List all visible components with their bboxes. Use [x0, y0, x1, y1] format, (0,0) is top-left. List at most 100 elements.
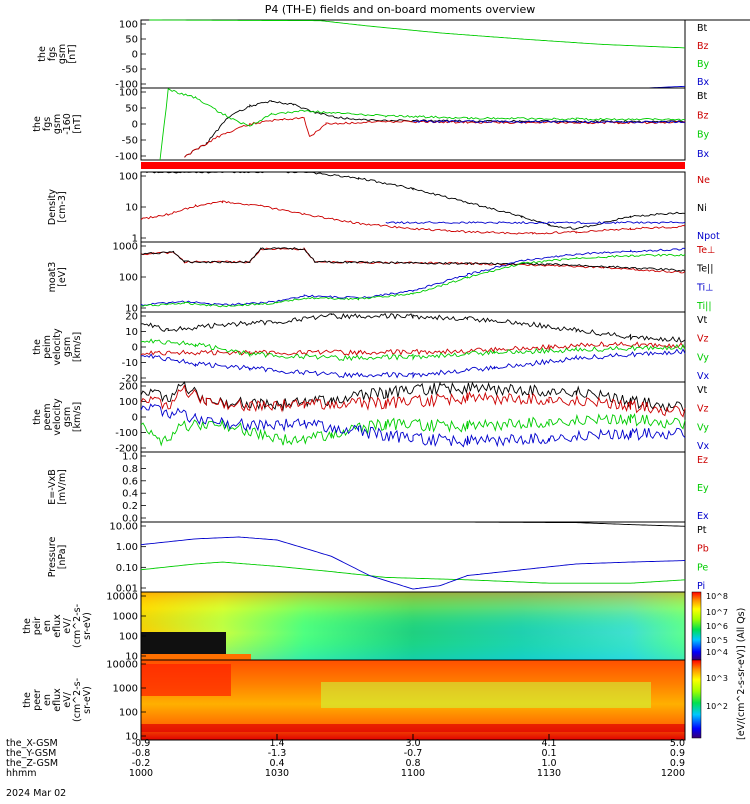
legend-entry: Bx — [697, 77, 710, 88]
series-By — [149, 19, 686, 49]
series-Vx — [140, 403, 686, 448]
ylabel-line: E=-VxB — [47, 469, 58, 504]
series-Bx — [412, 119, 686, 124]
legend-entry: Bt — [697, 91, 708, 102]
ephemeris-value: -0.2 — [132, 758, 151, 769]
ytick-label: 20 — [125, 312, 138, 323]
ephemeris-value: 0.9 — [670, 758, 685, 769]
ylabel-line: the — [32, 116, 43, 132]
ylabel-line: sr-eV) — [82, 686, 93, 714]
series-Pe — [140, 561, 686, 584]
ylabel-line: en — [42, 694, 53, 706]
ylabel-line: Density — [47, 189, 58, 225]
ylabel-line: [nPa] — [57, 545, 68, 570]
ylabel-line: [nT] — [67, 44, 78, 63]
ylabel-line: fgs — [47, 47, 58, 61]
ylabel-line: the — [32, 339, 43, 355]
series-Bz — [184, 116, 686, 158]
ylabel-line: peir — [32, 617, 43, 636]
ephemeris-value: 1.4 — [269, 738, 284, 749]
legend-entry: Ti|| — [696, 301, 712, 312]
ytick-label: 10 — [125, 203, 138, 214]
colorbar-upper — [691, 591, 702, 661]
ylabel-line: (cm^2-s- — [72, 604, 83, 648]
ylabel-line: (cm^2-s- — [72, 678, 83, 722]
legend-entry: Bx — [697, 149, 710, 160]
ylabel-line: the — [32, 409, 43, 425]
ytick-label: -100 — [115, 428, 138, 439]
colorbar-tick-label: 10^8 — [706, 592, 728, 601]
ytick-label: -20 — [122, 374, 138, 385]
ephemeris-value: -1.3 — [268, 748, 287, 759]
ytick-label: 0.10 — [116, 563, 138, 574]
ylabel-line: [km/s] — [72, 402, 83, 432]
ytick-label: 0 — [132, 413, 138, 424]
series-Pt — [440, 521, 686, 527]
legend-entry: Vz — [697, 404, 709, 415]
series-By — [159, 87, 685, 161]
series-Bt — [184, 100, 686, 158]
ylabel-line: eflux — [52, 688, 63, 712]
ytick-label: 0.6 — [122, 476, 138, 487]
ytick-label: 0.4 — [122, 489, 138, 500]
ytick-label: 1000 — [113, 612, 138, 623]
electron-lowband — [141, 724, 685, 732]
ephemeris-value: 1.0 — [541, 758, 556, 769]
panel-frame — [140, 521, 686, 593]
panel-6: 200 100 0 -100 -200 the peem velocity gsm [km/s] V… — [32, 380, 709, 455]
series-Vt — [140, 312, 686, 343]
legend-entry: Bt — [697, 23, 708, 34]
legend-entry: Vy — [697, 352, 709, 363]
panel-frame — [140, 87, 686, 161]
ylabel-line: -160 — [62, 113, 73, 135]
ylabel-line: [eV] — [57, 267, 68, 287]
series-Vy — [140, 412, 686, 447]
ytick-label: 1.0 — [122, 452, 138, 463]
electron-midband — [321, 682, 651, 708]
panel-9: 10000 1000 100 10 the peir en eflux eV/(cm^2-s-s… — [22, 591, 686, 663]
ytick-label: -100 — [115, 152, 138, 163]
legend-entry: Bz — [697, 110, 709, 121]
ylabel-line: eflux — [52, 614, 63, 638]
ylabel-line: the — [22, 692, 33, 708]
ephemeris-value: 0.4 — [269, 758, 284, 769]
electron-hot-core — [141, 664, 231, 696]
ytick-label: 50 — [125, 35, 138, 46]
ytick-label: 10.00 — [109, 522, 138, 533]
series-Vz — [140, 384, 686, 418]
legend-entry: Bz — [697, 41, 709, 52]
ylabel-line: peer — [32, 689, 43, 711]
colorbar-tick-label: 10^6 — [706, 622, 728, 631]
legend-entry: Ne — [697, 175, 710, 186]
colorbar-tick-label: 10^7 — [706, 608, 728, 617]
colorbar-tick-label: 10^2 — [706, 702, 728, 711]
ylabel-line: gsm — [62, 337, 73, 357]
ephemeris-value: -0.9 — [132, 738, 151, 749]
ephemeris-value: 0.8 — [405, 758, 420, 769]
ytick-label: 50 — [125, 104, 138, 115]
panel-frame — [140, 451, 686, 523]
flag-bar — [141, 162, 685, 169]
ephemeris-value: 1030 — [265, 768, 289, 779]
ylabel-line: eV/ — [62, 691, 73, 707]
ytick-label: 100 — [119, 397, 138, 408]
ytick-label: 10 — [125, 304, 138, 315]
ylabel-line: peem — [42, 404, 53, 431]
ytick-label: 100 — [119, 708, 138, 719]
colorbar-tick-label: 10^3 — [706, 674, 728, 683]
ylabel-line: [cm-3] — [57, 191, 68, 222]
panel-1: 100 50 0 -50 -100 the fgs gsm [nT] Bt Bz By Bx — [37, 19, 750, 91]
ytick-label: 0 — [132, 343, 138, 354]
series-Vy — [140, 338, 686, 362]
legend-entry: Vt — [697, 315, 707, 326]
legend-entry: Npot — [697, 231, 720, 242]
series-Ni — [146, 171, 686, 230]
ytick-label: 1000 — [113, 242, 138, 253]
legend-entry: Vx — [697, 371, 709, 382]
date-label: 2024 Mar 02 — [6, 788, 66, 799]
ephemeris-row-label: the_X-GSM — [6, 738, 58, 749]
colorbar-ticks: 10^8 10^7 10^6 10^5 10^4 10^3 10^2 — [706, 592, 728, 711]
panel-2: 100 50 0 -50 -100 the fgs gsm -160 [nT] Bt Bz By Bx — [32, 87, 710, 163]
legend-entry: Ex — [697, 511, 709, 522]
